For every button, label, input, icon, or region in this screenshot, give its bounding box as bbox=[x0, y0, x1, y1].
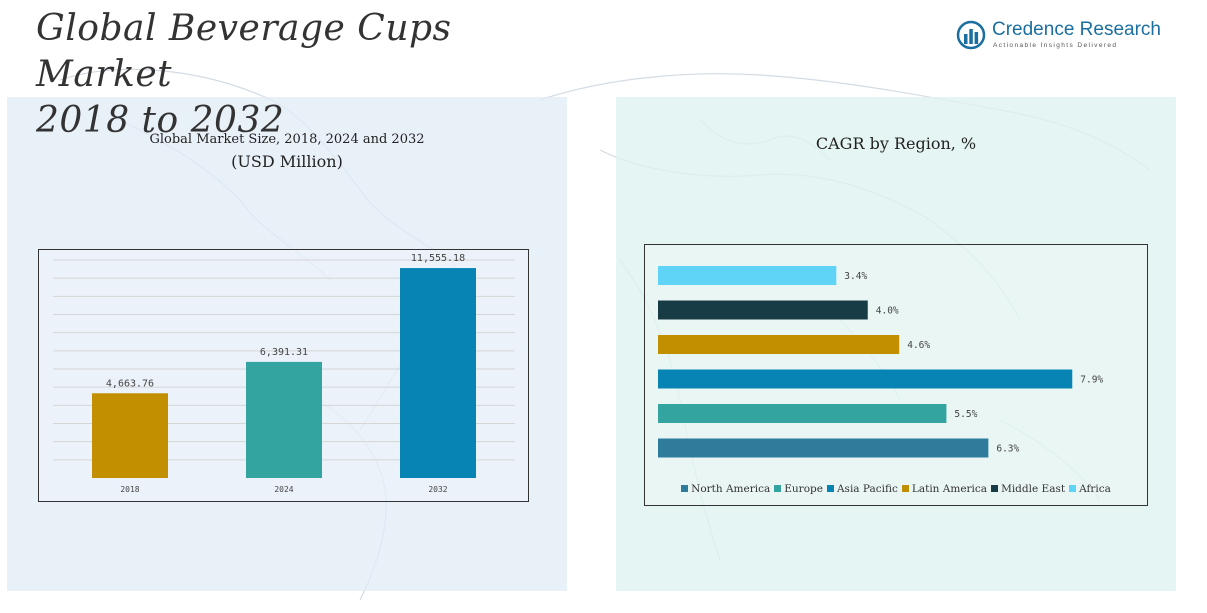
bar-chart-globe-icon bbox=[956, 20, 986, 50]
legend-label: North America bbox=[691, 483, 771, 495]
legend-item: Latin America bbox=[901, 483, 988, 495]
logo-name: Credence Research bbox=[992, 19, 1161, 40]
brand-logo: Credence Research Actionable Insights De… bbox=[956, 18, 1161, 54]
legend-item: Asia Pacific bbox=[826, 483, 898, 495]
hbar-chart-title: CAGR by Region, % bbox=[815, 134, 977, 153]
bar-chart-frame: 4,663.76 2018 6,391.31 2024 11,555.18 2032 bbox=[38, 249, 529, 502]
logo-tagline: Actionable Insights Delivered bbox=[993, 42, 1118, 49]
hbar-latin-america bbox=[658, 335, 900, 354]
market-size-bar-chart: 4,663.76 2018 6,391.31 2024 11,555.18 2032 bbox=[53, 253, 515, 494]
legend-swatch bbox=[1069, 485, 1077, 492]
bar-value-label: 6,391.31 bbox=[260, 347, 308, 358]
hbar-africa bbox=[658, 266, 837, 285]
hbar-value-label: 4.0% bbox=[876, 306, 899, 317]
hbar-value-label: 3.4% bbox=[844, 271, 867, 282]
hbar-value-label: 4.6% bbox=[907, 340, 930, 351]
legend-label: Latin America bbox=[911, 483, 988, 495]
x-tick-label: 2018 bbox=[120, 485, 139, 494]
legend-item: Middle East bbox=[991, 483, 1065, 495]
legend-swatch bbox=[826, 485, 834, 492]
legend-label: Europe bbox=[784, 483, 823, 495]
legend-item: Europe bbox=[774, 483, 823, 495]
bar-2032 bbox=[400, 268, 476, 478]
hbar-north-america bbox=[658, 438, 989, 458]
hbar-value-label: 7.9% bbox=[1080, 375, 1103, 386]
legend-swatch bbox=[901, 485, 909, 492]
cagr-legend: North America Europe Asia Pacific Latin Ame… bbox=[645, 483, 1147, 495]
hbar-asia-pacific bbox=[658, 369, 1073, 389]
hbar-value-label: 6.3% bbox=[996, 444, 1019, 455]
legend-label: Africa bbox=[1079, 483, 1111, 495]
bar-chart-title: Global Market Size, 2018, 2024 and 2032 bbox=[149, 132, 425, 147]
bar-2018 bbox=[92, 393, 168, 478]
x-tick-label: 2024 bbox=[274, 485, 293, 494]
hbar-chart-frame: 3.4% 4.0% 4.6% 7.9% 5.5% 6.3% North America Eu… bbox=[644, 244, 1148, 506]
legend-swatch bbox=[774, 485, 782, 492]
hbar-europe bbox=[658, 404, 947, 423]
legend-swatch bbox=[681, 485, 689, 492]
x-tick-label: 2032 bbox=[428, 485, 447, 494]
cagr-bar-chart: 3.4% 4.0% 4.6% 7.9% 5.5% 6.3% bbox=[658, 266, 1103, 458]
legend-label: Middle East bbox=[1001, 483, 1066, 495]
legend-label: Asia Pacific bbox=[836, 483, 898, 495]
bar-2024 bbox=[246, 361, 322, 478]
legend-swatch bbox=[991, 485, 999, 492]
legend-item: North America bbox=[681, 483, 770, 495]
legend-item: Africa bbox=[1069, 483, 1111, 495]
bar-value-label: 4,663.76 bbox=[106, 378, 154, 389]
hbar-middle-east bbox=[658, 300, 868, 320]
bar-chart-subtitle: (USD Million) bbox=[231, 152, 343, 171]
hbar-value-label: 5.5% bbox=[954, 409, 977, 420]
bar-value-label: 11,555.18 bbox=[411, 253, 465, 264]
page-title: Global Beverage Cups Market 2018 to 2032 bbox=[36, 8, 452, 141]
